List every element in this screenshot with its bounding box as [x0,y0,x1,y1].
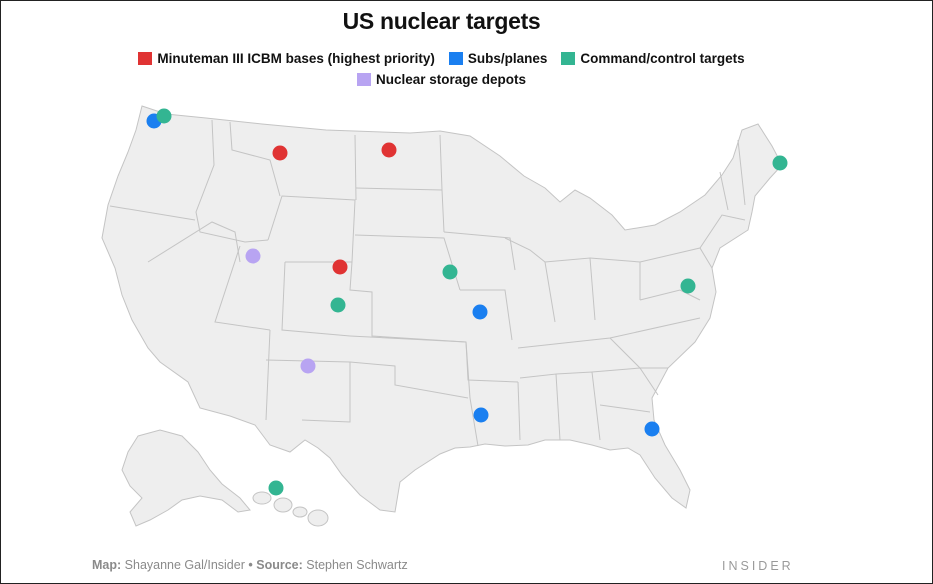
legend-swatch-subs [448,52,463,65]
legend-swatch-storage [356,73,371,86]
marker-subs-missouri [472,304,488,320]
legend-item-icbm: Minuteman III ICBM bases (highest priori… [138,51,435,66]
legend-label-subs: Subs/planes [467,51,548,66]
legend-label-command: Command/control targets [580,51,745,66]
marker-command-colorado [330,297,346,313]
marker-command-nebraska [442,264,458,280]
legend-item-command: Command/control targets [561,51,745,66]
map-title: US nuclear targets [342,8,541,34]
legend-label-storage: Nuclear storage depots [375,72,527,87]
marker-storage-utah [245,248,261,264]
alaska-landmass [121,429,251,527]
state-borders [109,119,746,447]
legend-swatch-icbm [138,52,153,65]
footer-map-credit: Shayanne Gal/Insider [124,558,245,572]
marker-icbm-montana [272,145,288,161]
marker-command-hawaii [268,480,284,496]
legend-label-icbm: Minuteman III ICBM bases (highest priori… [157,51,435,66]
footer-source-credit: Stephen Schwartz [306,558,408,572]
legend-swatch-command [561,52,576,65]
legend-row-1: Minuteman III ICBM bases (highest priori… [0,51,883,66]
footer-source-label: Source: [256,558,303,572]
marker-icbm-north-dakota [381,142,397,158]
marker-subs-louisiana [473,407,489,423]
footer-separator: • [248,558,253,572]
legend-item-storage: Nuclear storage depots [356,72,527,87]
legend-item-subs: Subs/planes [448,51,548,66]
legend-row-2: Nuclear storage depots [0,72,883,87]
target-markers [146,108,788,496]
map-footer: Map: Shayanne Gal/Insider • Source: Step… [92,558,408,572]
marker-command-washington [156,108,172,124]
hawaii-islands [252,491,329,527]
marker-storage-new-mexico [300,358,316,374]
footer-map-label: Map: [92,558,122,572]
marker-icbm-wyoming [332,259,348,275]
marker-command-maine [772,155,788,171]
marker-command-virginia [680,278,696,294]
contiguous-us-landmass [101,105,783,513]
insider-logo: INSIDER [722,559,794,573]
marker-subs-georgia [644,421,660,437]
